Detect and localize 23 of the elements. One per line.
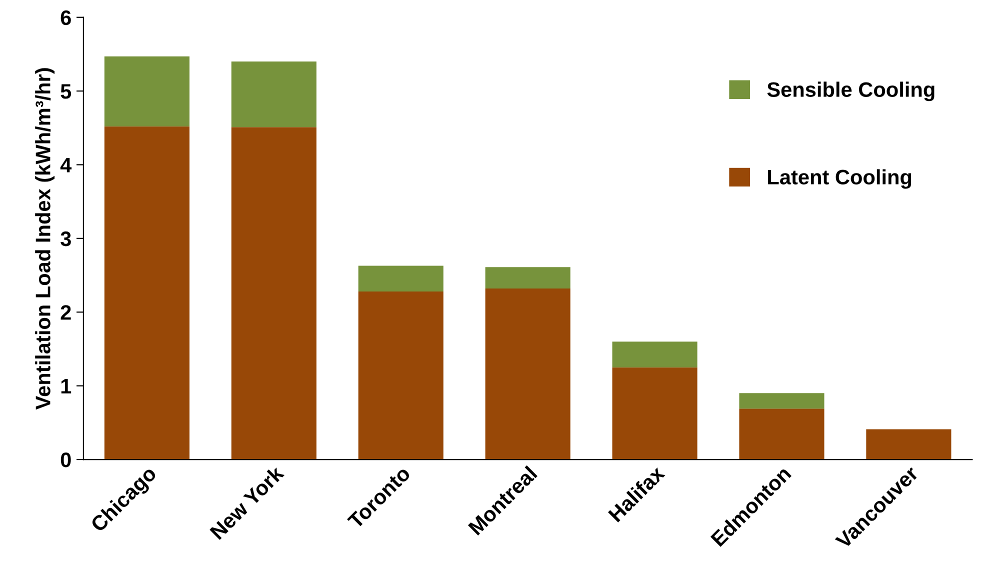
bar [231,62,316,128]
y-tick-label: 2 [60,305,71,320]
y-tick-label: 3 [60,231,71,246]
bar [739,393,824,409]
legend-label: Latent Cooling [768,169,912,189]
bar [358,266,444,292]
y-tick-label: 6 [60,10,71,26]
y-tick-label: 5 [60,84,72,99]
bar [104,56,190,126]
bar [231,127,316,460]
y-axis-title: Ventilation Load Index (kWh/m³/hr) [35,68,55,410]
bar [485,267,570,289]
y-tick-label: 0 [60,452,71,468]
y-tick-label: 1 [61,379,72,394]
bar [485,288,570,460]
bar [866,429,952,460]
y-tick-label: 4 [60,158,72,172]
bar [739,408,824,460]
bar [612,342,698,368]
legend-label: Sensible Cooling [767,82,934,102]
bar [612,367,698,460]
bar [104,126,190,460]
bar [358,291,444,460]
